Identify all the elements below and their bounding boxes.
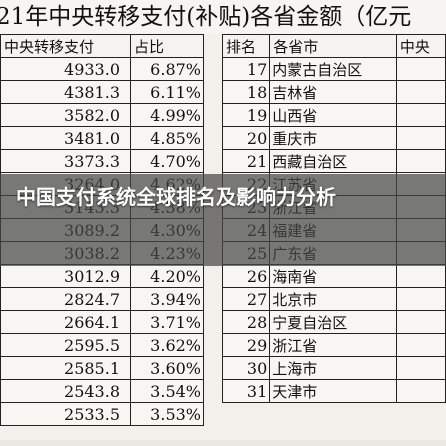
share-cell: 6.87% [130, 57, 204, 81]
amount-cell: 3481.0 [0, 126, 131, 150]
central-cell [395, 264, 446, 288]
central-cell [395, 333, 446, 357]
province-cell: 内蒙古自治区 [269, 57, 397, 81]
rank-cell: 17 [221, 57, 271, 81]
amount-cell: 2543.8 [0, 379, 131, 403]
share-cell: 3.94% [130, 287, 204, 311]
bottom-edge [0, 440, 446, 446]
amount-cell: 2664.1 [0, 310, 131, 334]
province-cell: 北京市 [269, 287, 397, 311]
share-cell: 3.60% [130, 356, 204, 380]
table-row: 2543.8 3.54% [0, 379, 204, 403]
central-cell [395, 356, 446, 380]
table-row: 2533.5 3.53% [0, 402, 204, 426]
table-row: 3373.3 4.70% [0, 149, 204, 173]
central-cell [395, 57, 446, 81]
table-row: 28 宁夏自治区 [221, 310, 446, 334]
central-cell [395, 287, 446, 311]
rank-cell: 21 [221, 149, 271, 173]
table-row: 3582.0 4.99% [0, 103, 204, 127]
table-row: 2824.7 3.94% [0, 287, 204, 311]
table-row: 3012.9 4.20% [0, 264, 204, 288]
rank-cell: 29 [221, 333, 271, 357]
table-row: 2585.1 3.60% [0, 356, 204, 380]
amount-cell: 4381.3 [0, 80, 131, 104]
province-cell: 上海市 [269, 356, 397, 380]
province-cell: 西藏自治区 [269, 149, 397, 173]
left-header-row: 中央转移支付 占比 [0, 34, 204, 58]
province-cell: 海南省 [269, 264, 397, 288]
table-row: 3481.0 4.85% [0, 126, 204, 150]
header-central: 中央 [395, 34, 446, 58]
table-title: 21年中央转移支付(补贴)各省金额（亿元 [0, 0, 446, 34]
table-row: 29 浙江省 [221, 333, 446, 357]
table-row: 30 上海市 [221, 356, 446, 380]
rank-cell: 27 [221, 287, 271, 311]
province-cell: 山西省 [269, 103, 397, 127]
province-cell: 浙江省 [269, 333, 397, 357]
share-cell: 3.71% [130, 310, 204, 334]
share-cell: 6.11% [130, 80, 204, 104]
central-cell [395, 149, 446, 173]
central-cell [395, 103, 446, 127]
amount-cell: 3012.9 [0, 264, 131, 288]
central-cell [395, 310, 446, 334]
rank-cell: 28 [221, 310, 271, 334]
share-cell: 3.53% [130, 402, 204, 426]
amount-cell: 2595.5 [0, 333, 131, 357]
caption-overlay: 中国支付系统全球排名及影响力分析 [0, 174, 446, 266]
share-cell: 4.70% [130, 149, 204, 173]
amount-cell: 4933.0 [0, 57, 131, 81]
central-cell [395, 379, 446, 403]
table-row: 2664.1 3.71% [0, 310, 204, 334]
amount-cell: 2533.5 [0, 402, 131, 426]
header-share: 占比 [130, 34, 204, 58]
amount-cell: 3582.0 [0, 103, 131, 127]
amount-cell: 2824.7 [0, 287, 131, 311]
rank-cell: 18 [221, 80, 271, 104]
header-province: 各省市 [269, 34, 397, 58]
right-header-row: 排名 各省市 中央 [221, 34, 446, 58]
rank-cell: 20 [221, 126, 271, 150]
amount-cell: 3373.3 [0, 149, 131, 173]
caption-text: 中国支付系统全球排名及影响力分析 [16, 185, 336, 209]
central-cell [395, 80, 446, 104]
province-cell: 天津市 [269, 379, 397, 403]
share-cell: 3.54% [130, 379, 204, 403]
rank-cell: 19 [221, 103, 271, 127]
header-central-transfer: 中央转移支付 [0, 34, 131, 58]
header-rank: 排名 [221, 34, 271, 58]
province-cell: 宁夏自治区 [269, 310, 397, 334]
table-row: 2595.5 3.62% [0, 333, 204, 357]
table-row: 21 西藏自治区 [221, 149, 446, 173]
share-cell: 4.20% [130, 264, 204, 288]
table-row: 17 内蒙古自治区 [221, 57, 446, 81]
table-row: 4933.0 6.87% [0, 57, 204, 81]
share-cell: 4.85% [130, 126, 204, 150]
table-row: 4381.3 6.11% [0, 80, 204, 104]
table-row: 31 天津市 [221, 379, 446, 403]
province-cell: 重庆市 [269, 126, 397, 150]
rank-cell: 30 [221, 356, 271, 380]
rank-cell: 31 [221, 379, 271, 403]
share-cell: 4.99% [130, 103, 204, 127]
table-row: 20 重庆市 [221, 126, 446, 150]
rank-cell: 26 [221, 264, 271, 288]
amount-cell: 2585.1 [0, 356, 131, 380]
province-cell: 吉林省 [269, 80, 397, 104]
table-row: 18 吉林省 [221, 80, 446, 104]
table-row: 26 海南省 [221, 264, 446, 288]
share-cell: 3.62% [130, 333, 204, 357]
central-cell [395, 126, 446, 150]
table-row: 27 北京市 [221, 287, 446, 311]
table-row: 19 山西省 [221, 103, 446, 127]
